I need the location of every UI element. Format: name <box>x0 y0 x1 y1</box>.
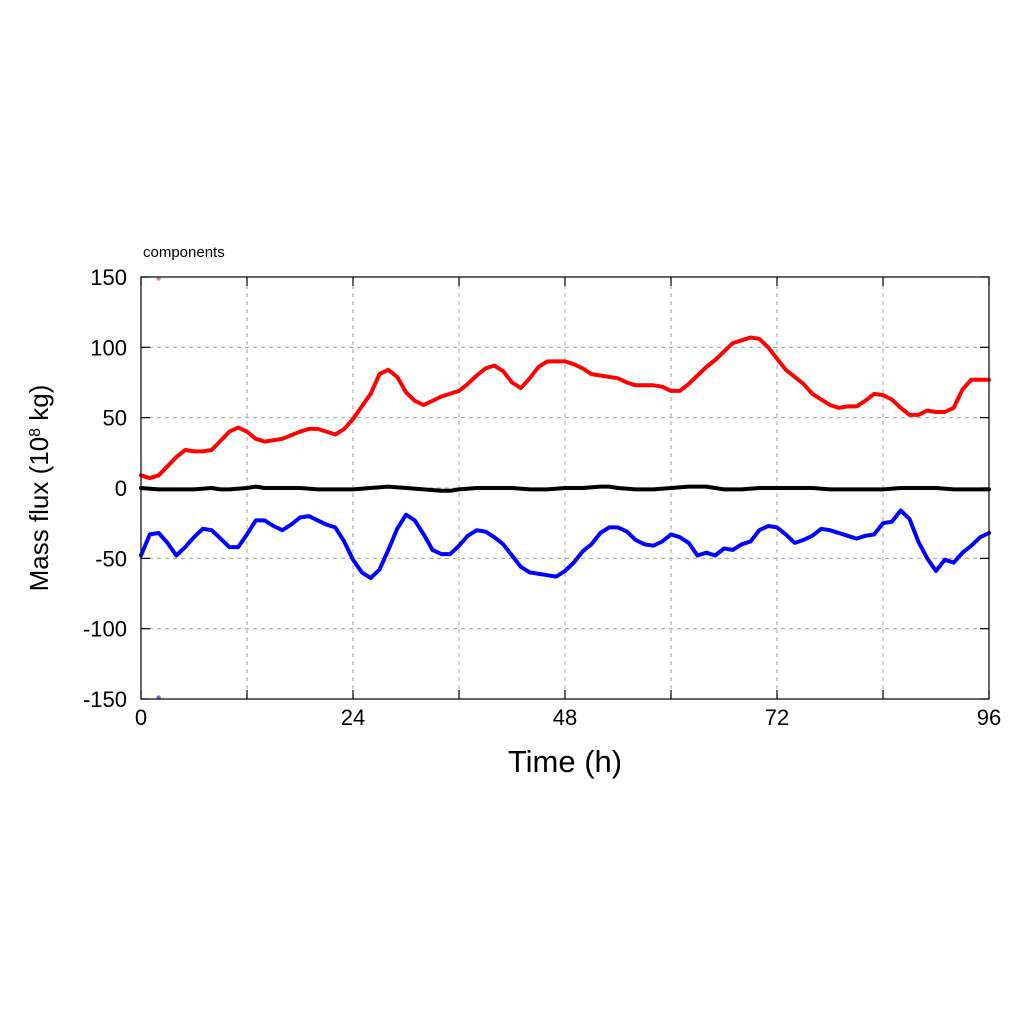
x-axis-title: Time (h) <box>508 744 622 779</box>
series-layer <box>139 335 991 580</box>
y-tick-label: -150 <box>83 687 127 712</box>
y-tick-label: 100 <box>90 335 127 360</box>
x-tick-label: 24 <box>341 705 365 730</box>
y-tick-label: 0 <box>115 476 127 501</box>
y-axis-title-suffix: kg) <box>24 385 54 428</box>
y-tick-label: -50 <box>95 546 127 571</box>
series-line-1 <box>139 335 991 481</box>
y-axis-title-exponent: 8 <box>27 428 44 437</box>
y-axis-title-prefix: Mass flux (10 <box>24 437 54 592</box>
chart-title: components <box>143 244 225 261</box>
series-line-2 <box>139 508 991 580</box>
y-tick-label: 50 <box>103 406 127 431</box>
x-tick-labels: 0 24 48 72 96 <box>135 705 1001 730</box>
series-line-3 <box>139 484 991 493</box>
y-tick-labels: -150 -100 -50 0 50 100 150 <box>83 265 127 712</box>
y-axis-title: Mass flux (108 kg) <box>24 385 54 592</box>
y-tick-label: 150 <box>90 265 127 290</box>
x-tick-label: 48 <box>553 705 577 730</box>
x-tick-label: 72 <box>765 705 789 730</box>
x-tick-label: 96 <box>977 705 1001 730</box>
y-tick-label: -100 <box>83 617 127 642</box>
x-tick-label: 0 <box>135 705 147 730</box>
ticks <box>140 276 990 700</box>
